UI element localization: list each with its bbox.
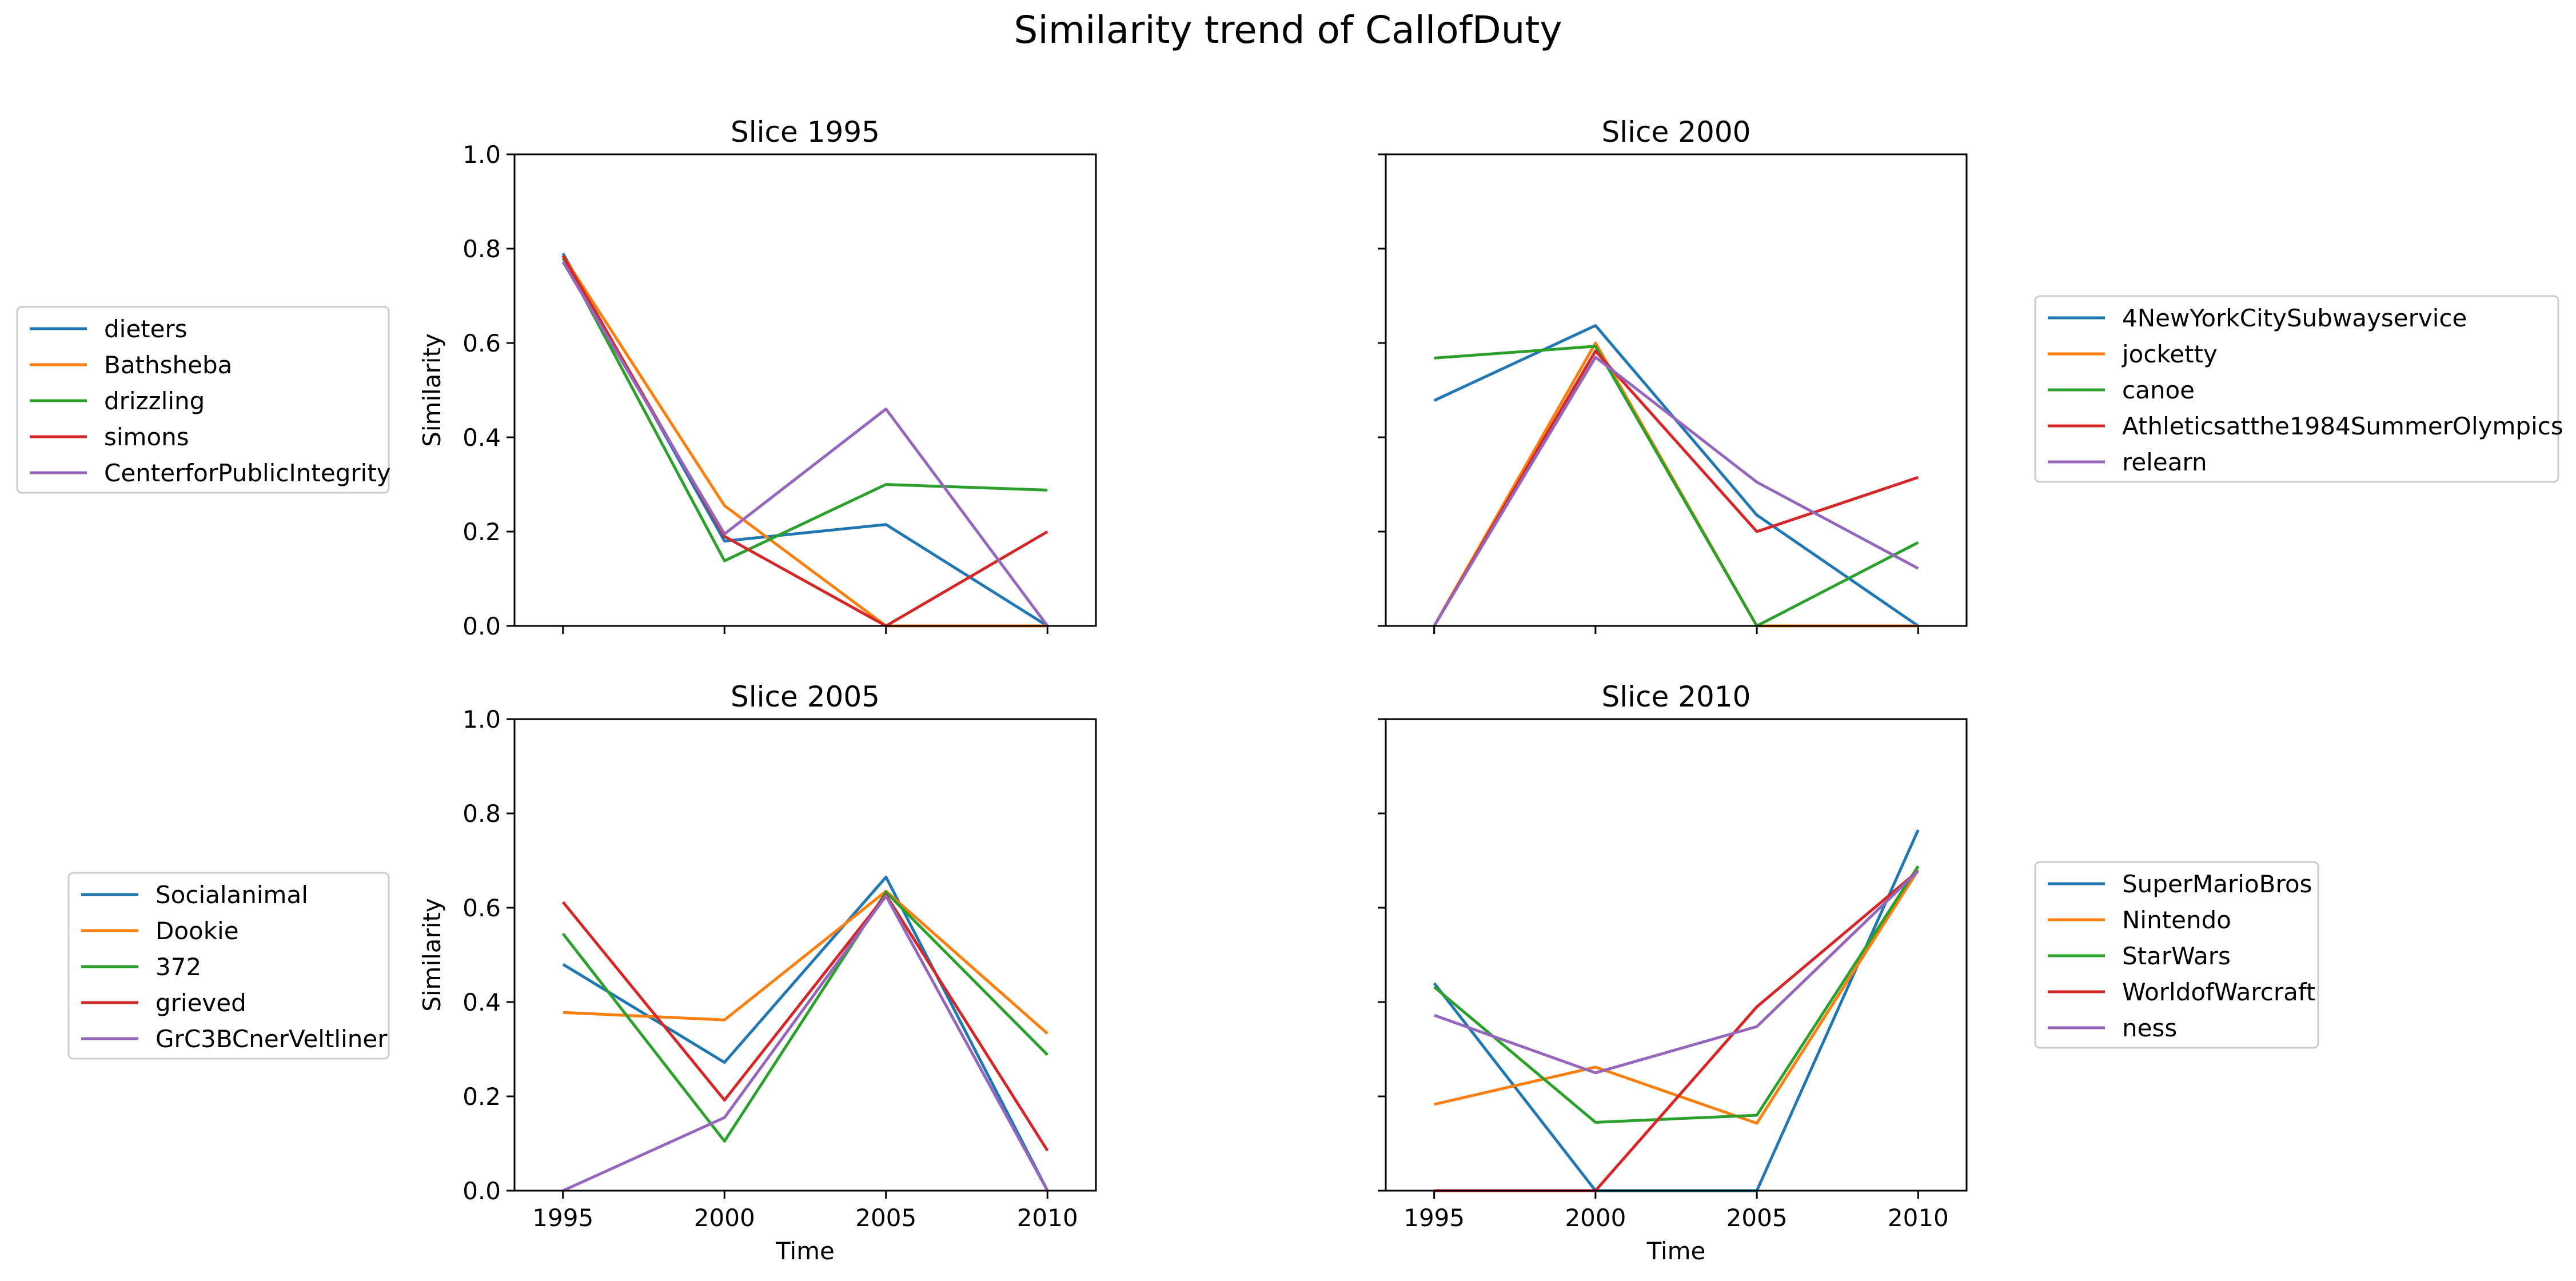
y-tick-label: 0.0 [462,1177,501,1205]
chart-panels: Slice 19950.00.20.40.60.81.0SimilaritySl… [418,115,1968,1265]
legend-entry: SuperMarioBros [2122,870,2312,898]
series-line-372 [561,891,1049,1143]
chart-legends: dieters Bathsheba drizzling simons Centerfor… [16,295,2563,1060]
legend-entry: jocketty [2122,340,2218,368]
y-tick-label: 0.6 [462,894,501,922]
chart-panel-1: Slice 1995 0.0 0.2 0.4 0.6 0.8 1.0 Similarity [418,115,1097,640]
legend-entry: canoe [2122,376,2195,404]
legend-4: SuperMarioBros Nintendo StarWars WorldofWar… [2034,861,2319,1049]
series-line-Nintendo [1434,869,1920,1125]
legend-entry: 4NewYorkCitySubwayservice [2122,304,2467,332]
legend-1: dieters Bathsheba drizzling simons Centerfor… [16,306,391,494]
legend-entry: CenterforPublicIntegrity [104,459,391,487]
series-line-relearn [1433,356,1919,627]
legend-entry: simons [104,423,189,451]
legend-box [2034,295,2559,483]
subplot-title: Slice 1995 [731,115,880,149]
series-line-canoe [1434,345,1919,628]
y-tick-label: 0.8 [462,235,501,263]
legend-box [2034,861,2319,1049]
legend-entry: Socialanimal [155,881,308,909]
y-tick-label: 1.0 [462,705,501,733]
axes-frame [513,153,1097,627]
series-line-grieved [561,893,1049,1152]
series-line-Socialanimal [562,875,1049,1192]
x-tick-label: 1995 [1403,1204,1465,1232]
series-line-StarWars [1433,865,1920,1124]
y-tick-label: 0.2 [462,518,501,546]
legend-2: 4NewYorkCitySubwayservice jocketty canoe At… [2034,295,2563,483]
series-line-Dookie [563,889,1048,1035]
subplot-title: Slice 2010 [1602,680,1751,713]
subplot-title: Slice 2000 [1602,115,1751,149]
series-line-drizzling [561,257,1048,562]
x-axis-label: Time [1646,1237,1706,1265]
axes-frame [513,718,1097,1192]
legend-entry: 372 [155,953,201,981]
subplot-title: Slice 2005 [731,680,880,713]
series-line-SuperMarioBros [1433,829,1920,1192]
legend-3: Socialanimal Dookie 372 grieved GrC3BCnerVel… [67,872,390,1060]
legend-entry: Nintendo [2122,906,2231,934]
y-tick-label: 0.4 [462,424,501,452]
legend-entry: Dookie [155,917,239,945]
legend-entry: Bathsheba [104,351,232,379]
y-tick-label: 0.4 [462,988,501,1016]
x-tick-label: 2000 [1565,1204,1626,1232]
legend-entry: GrC3BCnerVeltliner [155,1025,388,1053]
x-tick-label: 2000 [694,1204,755,1232]
series-line-ness [1433,869,1920,1075]
x-tick-label: 2005 [855,1204,916,1232]
series-line-CenterforPublicIntegrity [561,261,1049,627]
y-tick-label: 0.8 [462,800,501,828]
legend-entry: Athleticsatthe1984SummerOlympics [2122,412,2563,440]
x-axis-label: Time [775,1237,835,1265]
series-line-simons [561,255,1048,628]
y-axis-label: Similarity [418,333,446,447]
legend-entry: grieved [155,989,246,1017]
legend-entry: dieters [104,315,188,343]
chart-panel-4: Slice 2010 1995 2000 2005 2010 Time [1378,680,1968,1265]
axes-frame [1385,153,1968,627]
y-axis-label: Similarity [418,898,446,1012]
series-line-Athleticsatthe1984SummerOlympics [1433,349,1919,627]
legend-entry: StarWars [2122,942,2231,970]
series-line-WorldofWarcraft [1434,869,1919,1192]
y-tick-label: 0.2 [462,1083,501,1111]
y-tick-label: 0.0 [462,612,501,640]
legend-entry: drizzling [104,387,205,415]
series-line-GrC3BCnerVeltliner [562,894,1049,1192]
legend-box [16,306,390,494]
y-tick-label: 1.0 [462,141,501,169]
legend-entry: WorldofWarcraft [2122,978,2315,1006]
series-line-Bathsheba [561,255,1048,628]
series-line-dieters [561,253,1048,628]
legend-box [67,872,390,1060]
x-tick-label: 2010 [1017,1204,1078,1232]
chart-panel-3: Slice 2005 0.0 0.2 0.4 0.6 0.8 1.0 1995 2000 2005… [418,680,1097,1265]
x-tick-label: 1995 [532,1204,593,1232]
legend-entry: relearn [2122,448,2207,476]
axes-frame [1385,718,1968,1192]
legend-entry: ness [2122,1014,2177,1042]
x-tick-label: 2005 [1726,1204,1788,1232]
chart-panel-2: Slice 2000 [1378,115,1968,634]
x-tick-label: 2010 [1888,1204,1949,1232]
y-tick-label: 0.6 [462,329,501,357]
figure-title: Similarity trend of CallofDuty [1014,8,1562,52]
